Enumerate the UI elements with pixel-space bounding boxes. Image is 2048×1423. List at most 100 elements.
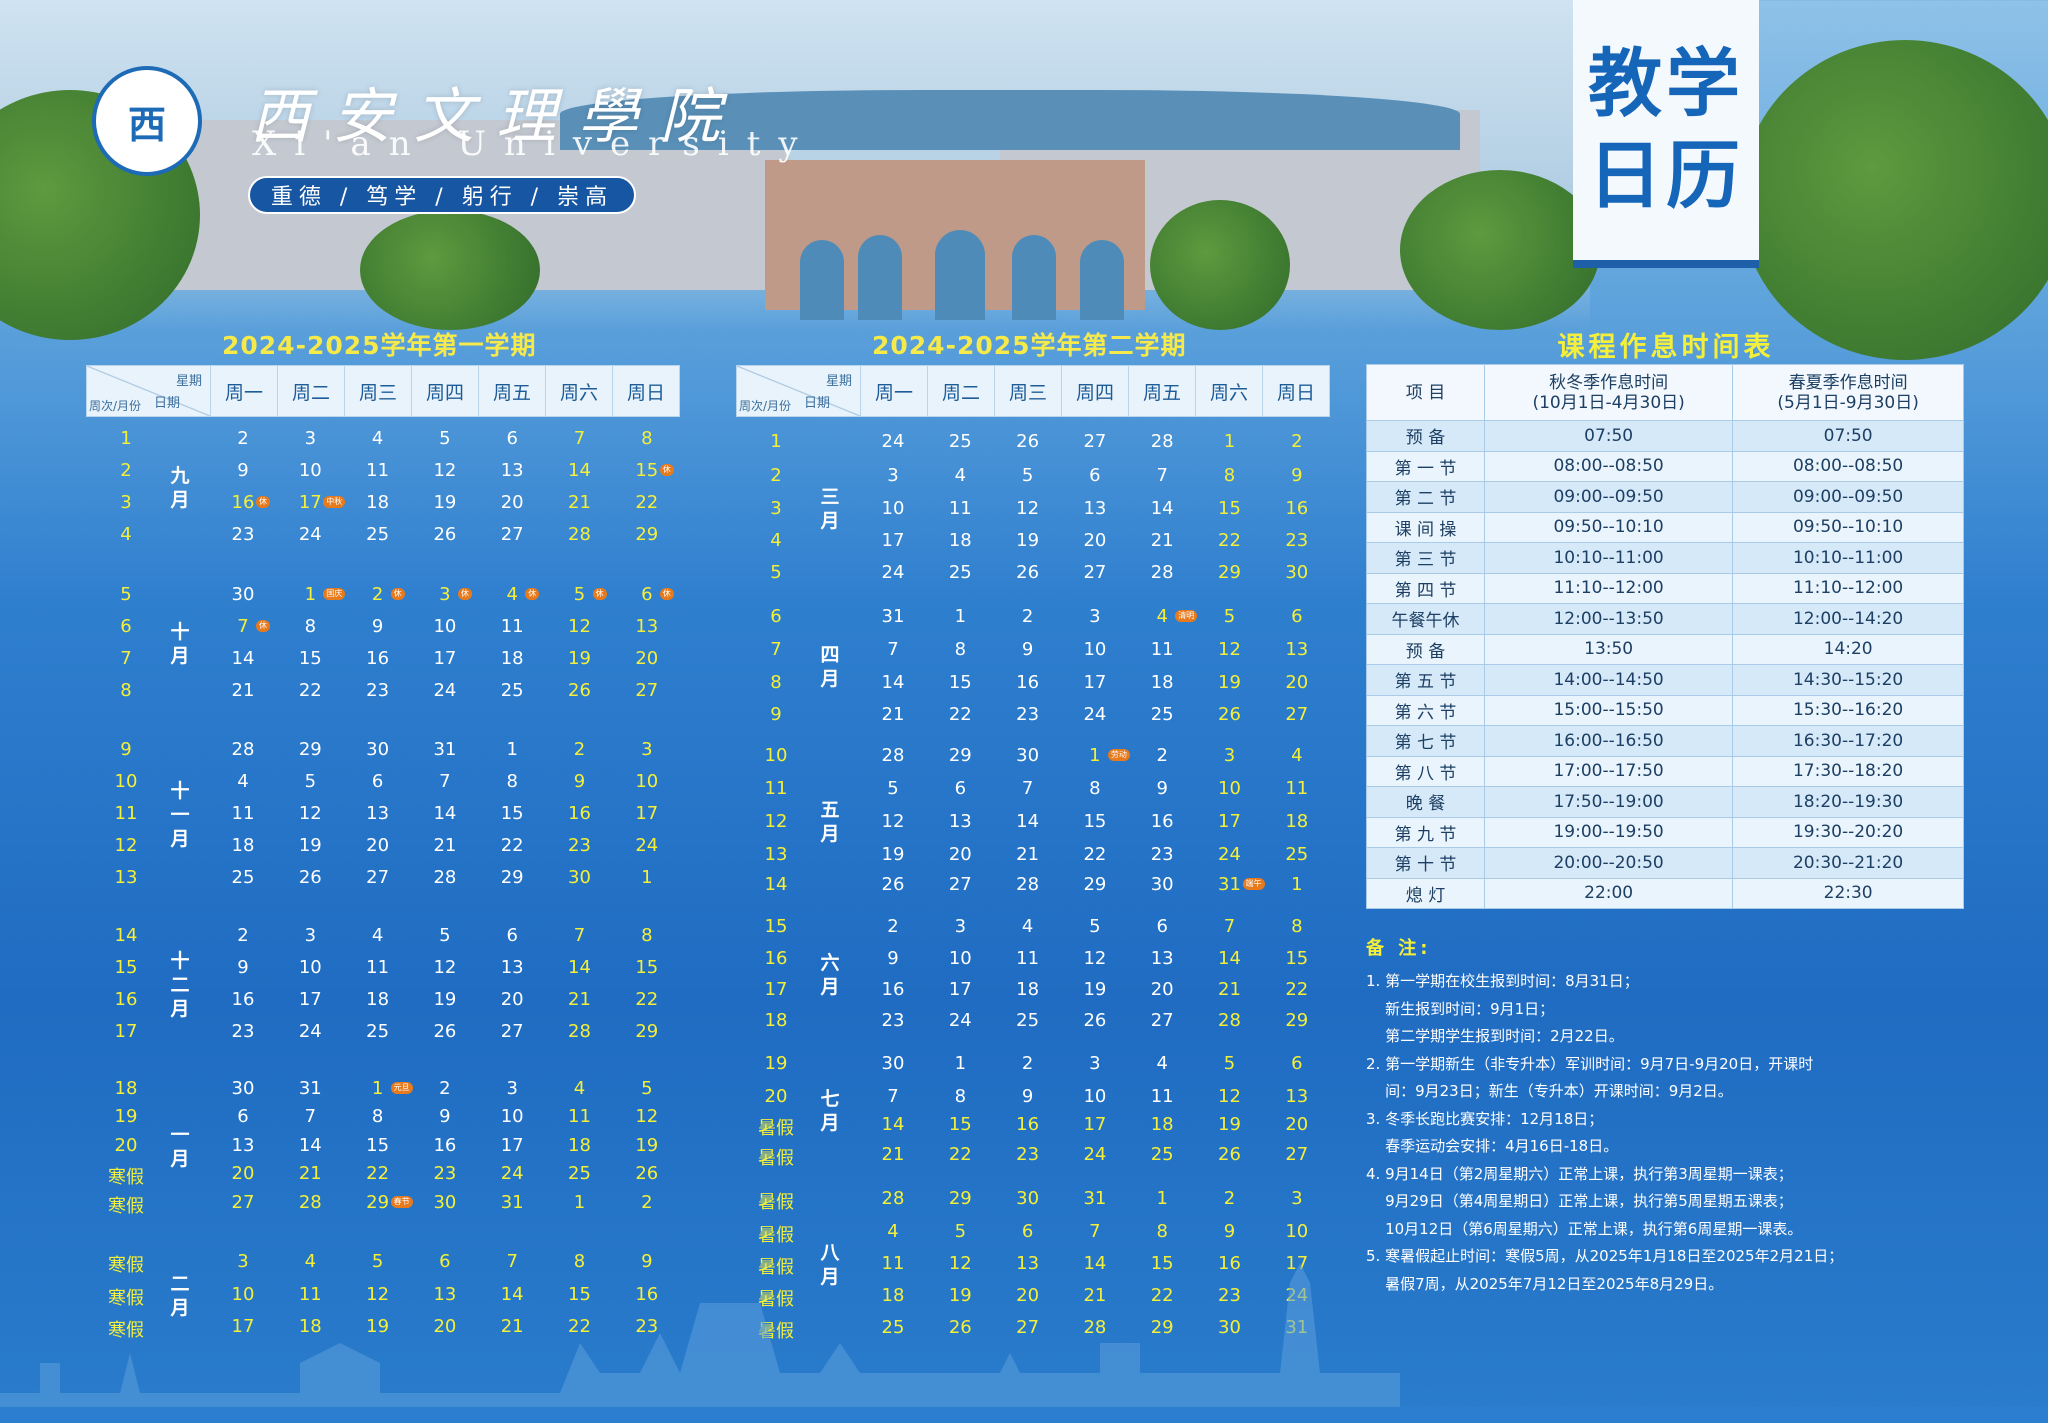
holiday-tag: 元旦 [390,1082,413,1094]
day-cell: 9 [641,1251,653,1272]
schedule-row: 第 十 节 20:00--20:50 20:30--21:20 [1366,847,1964,879]
day-cell: 22 [568,1316,591,1337]
day-cell: 18 [1150,1114,1174,1135]
day-cell: 23 [635,1316,659,1337]
day-cell: 27 [1083,431,1107,452]
schedule-cell: 08:00--08:50 [1732,450,1964,482]
day-cell: 20 [1285,672,1309,693]
day-cell: 8 [1156,1221,1168,1242]
day-cell: 11 [1150,1086,1174,1107]
day-cell: 15 [1083,811,1107,832]
day-cell: 27 [1285,1144,1309,1165]
header-周四: 周四 [412,366,479,416]
day-cell: 1 [371,1078,384,1099]
day-cell: 9 [237,460,249,481]
schedule-row: 午餐午休 12:00--13:50 12:00--14:20 [1366,603,1964,635]
day-cell: 8 [304,616,317,637]
month-label: 十一月 [170,780,190,850]
holiday-tag: 春节 [390,1196,413,1208]
schedule-cell: 14:30--15:20 [1732,664,1964,696]
day-cell: 27 [1083,562,1107,583]
day-cell: 20 [1016,1285,1040,1306]
day-cell: 2 [237,428,249,449]
bottom-band [0,1407,2048,1423]
day-cell: 4 [1021,916,1034,937]
schedule-cell: 10:10--11:00 [1732,542,1964,574]
day-cell: 22 [1218,530,1241,551]
day-cell: 4 [506,584,518,605]
day-cell: 30 [231,1078,255,1099]
schedule-cell: 13:50 [1483,633,1734,665]
day-cell: 18 [568,1135,591,1156]
day-cell: 23 [1016,1144,1040,1165]
arch-window [858,235,902,320]
week-number: 4 [770,530,782,551]
day-cell: 21 [568,492,591,513]
day-cell: 18 [366,492,390,513]
day-cell: 8 [1223,465,1236,486]
day-cell: 26 [881,874,905,895]
note-line: 新生报到时间：9月1日； [1366,999,1555,1018]
schedule-header-row: 项 目秋冬季作息时间 (10月1日-4月30日) 春夏季作息时间 (5月1日-9月… [1366,364,1964,421]
campus-photo [0,0,1600,340]
month-label: 四月 [820,644,840,690]
day-cell: 15 [635,460,659,481]
schedule-cell: 第 九 节 [1366,816,1485,848]
header-周一: 周一 [211,366,278,416]
day-cell: 13 [948,811,972,832]
day-cell: 19 [298,835,322,856]
month-label: 五月 [820,798,840,845]
day-cell: 23 [366,680,390,701]
day-cell: 30 [1218,1317,1241,1338]
day-cell: 18 [366,989,390,1010]
schedule-cell: 10:10--11:00 [1483,542,1734,574]
day-cell: 17 [298,492,322,513]
day-cell: 15 [635,957,659,978]
schedule-header-cell: 项 目 [1366,364,1485,421]
day-cell: 10 [948,948,972,969]
day-cell: 26 [1083,1010,1107,1031]
day-cell: 14 [881,672,905,693]
week-number: 1 [120,428,132,449]
day-cell: 7 [439,771,451,792]
tree [360,210,540,330]
day-cell: 9 [1156,778,1168,799]
week-number: 18 [114,1078,138,1099]
notes: 备 注: 1. 第一学期在校生报到时间：8月31日； 新生报到时间：9月1日； … [1366,934,2006,1298]
header-周五: 周五 [1129,366,1196,416]
week-number: 18 [764,1010,788,1031]
day-cell: 7 [573,925,586,946]
day-cell: 20 [1150,979,1174,1000]
day-cell: 8 [1089,778,1101,799]
holiday-tag: 中秋 [323,496,346,508]
day-cell: 21 [231,680,255,701]
day-cell: 4 [1156,1053,1168,1074]
day-cell: 21 [1150,530,1174,551]
day-cell: 3 [304,428,317,449]
day-cell: 22 [948,1144,972,1165]
day-cell: 3 [954,916,967,937]
schedule-cell: 17:30--18:20 [1732,755,1964,787]
schedule-cell: 22:30 [1732,877,1964,909]
holiday-tag: 端午 [1242,878,1265,890]
schedule-cell: 第 四 节 [1366,572,1485,604]
day-cell: 9 [1021,639,1034,660]
day-cell: 29 [1285,1010,1309,1031]
schedule-row: 第 五 节 14:00--14:50 14:30--15:20 [1366,664,1964,696]
day-cell: 3 [506,1078,518,1099]
month-label: 六月 [820,952,840,998]
week-number: 1 [770,431,782,452]
schedule-row: 预 备 13:50 14:20 [1366,633,1964,665]
header-周六: 周六 [1196,366,1263,416]
day-cell: 10 [881,498,905,519]
week-number: 暑假 [758,1148,794,1169]
day-cell: 6 [641,584,653,605]
month-label: 十二月 [170,950,190,1020]
day-cell: 29 [1083,874,1107,895]
schedule-cell: 09:00--09:50 [1732,481,1964,513]
day-cell: 10 [1083,1086,1107,1107]
day-cell: 6 [1089,465,1101,486]
week-number: 暑假 [758,1257,794,1278]
day-cell: 12 [433,957,457,978]
holiday-tag: 国庆 [323,588,346,600]
